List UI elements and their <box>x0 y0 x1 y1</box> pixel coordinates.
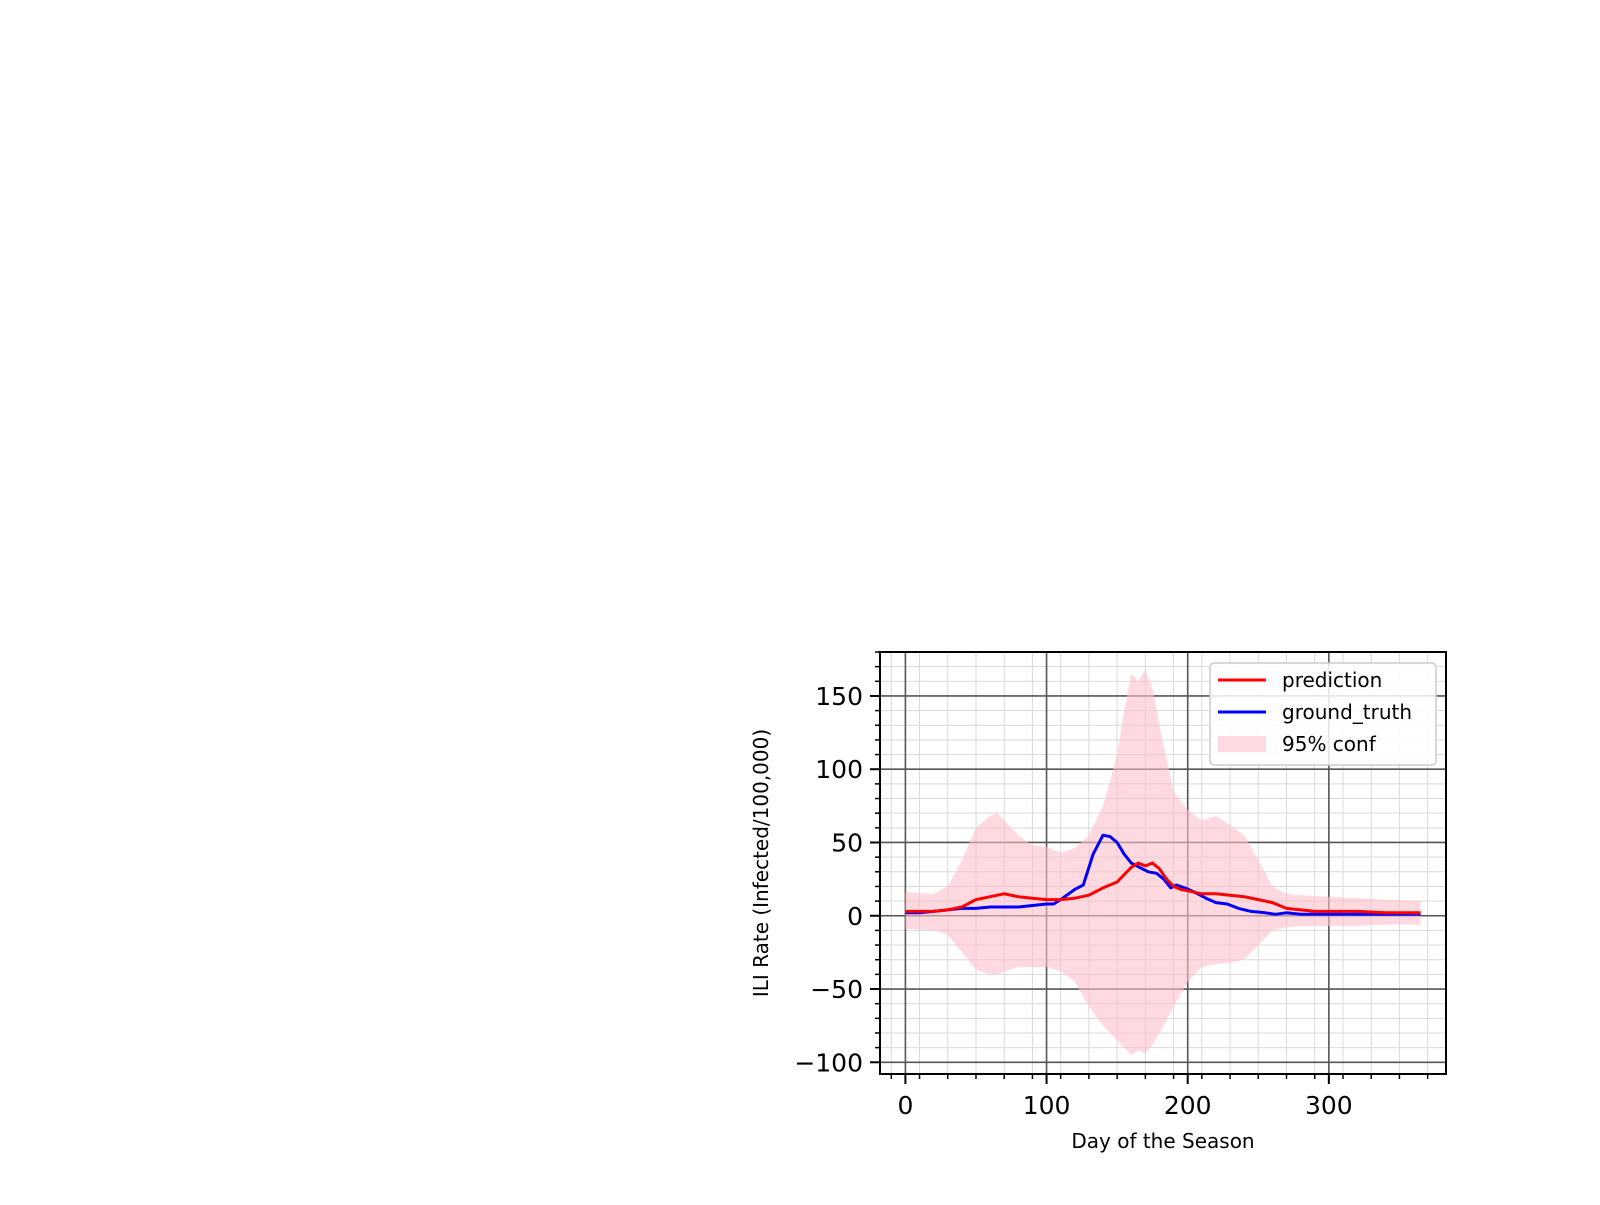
y-tick-label: 50 <box>831 828 863 857</box>
plot-frame <box>879 651 1447 1075</box>
y-tick-label: −50 <box>810 975 863 1004</box>
legend-label-confidence: 95% conf <box>1282 732 1377 756</box>
x-tick-label: 0 <box>897 1091 913 1120</box>
legend-swatch-confidence <box>1218 736 1266 752</box>
confidence-band-area <box>905 669 1421 1055</box>
axis-ticks: −100 −50 0 50 100 150 0 100 200 300 <box>794 651 1429 1120</box>
series-lines <box>905 833 1421 916</box>
x-tick-label: 200 <box>1164 1091 1212 1120</box>
x-axis-title: Day of the Season <box>1071 1129 1254 1153</box>
x-tick-label: 100 <box>1023 1091 1071 1120</box>
y-tick-label: 100 <box>815 755 863 784</box>
legend-frame <box>1209 662 1437 766</box>
legend-label-ground-truth: ground_truth <box>1282 700 1412 724</box>
y-tick-label: 0 <box>847 902 863 931</box>
y-axis-title: ILI Rate (Infected/100,000) <box>749 729 773 997</box>
confidence-band-layer <box>905 669 1421 1055</box>
y-tick-label: 150 <box>815 682 863 711</box>
x-tick-label: 300 <box>1305 1091 1353 1120</box>
prediction-line <box>905 861 1421 915</box>
y-tick-label: −100 <box>794 1048 863 1077</box>
legend: prediction ground_truth 95% conf <box>1209 662 1437 766</box>
legend-label-prediction: prediction <box>1282 668 1382 692</box>
ground-truth-line <box>905 833 1421 916</box>
